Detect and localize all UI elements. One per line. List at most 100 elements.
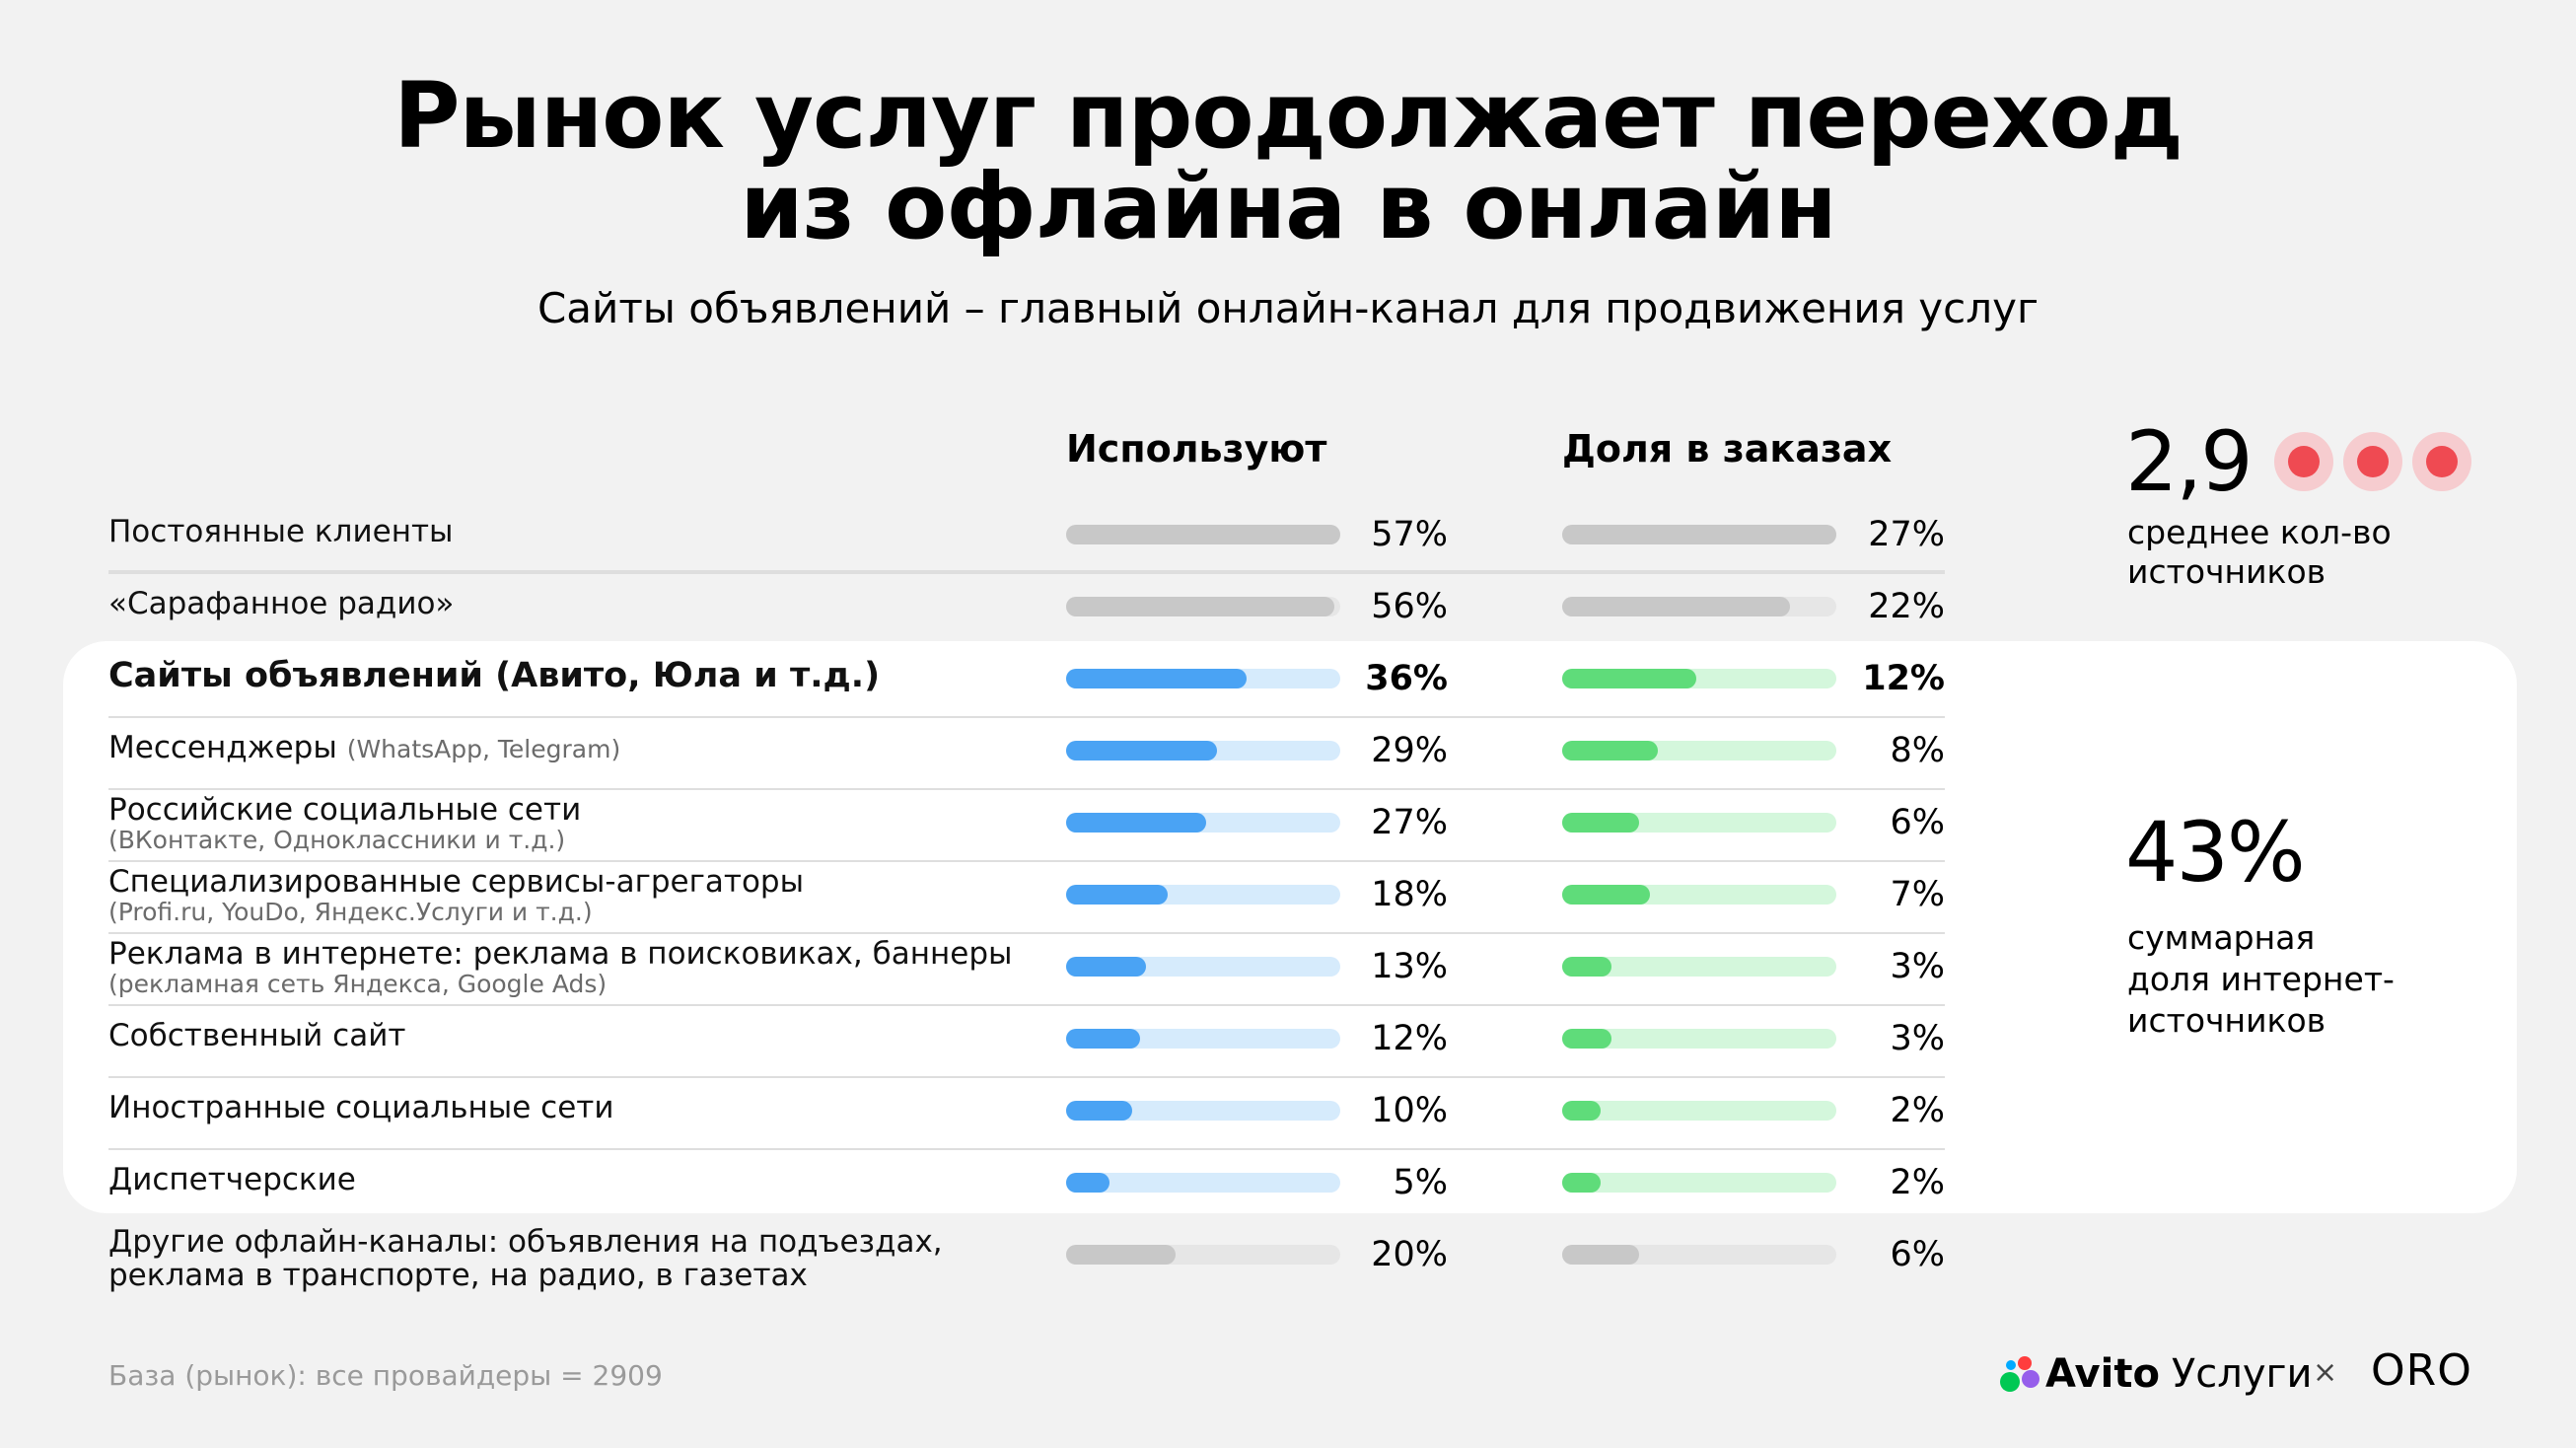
- use-percent: 18%: [1371, 875, 1448, 914]
- internet-share-value: 43%: [2125, 804, 2306, 901]
- use-percent: 27%: [1371, 803, 1448, 842]
- table-row: Мессенджеры (WhatsApp, Telegram) 29% 8%: [0, 717, 2576, 790]
- channel-label: Диспетчерские: [108, 1163, 1055, 1196]
- share-bar-track: [1562, 1029, 1836, 1049]
- channel-name-line-2: реклама в транспорте, на радио, в газета…: [108, 1258, 808, 1293]
- use-percent: 10%: [1371, 1091, 1448, 1130]
- channel-name: Иностранные социальные сети: [108, 1090, 614, 1125]
- channel-name: Специализированные сервисы-агрегаторы: [108, 864, 805, 900]
- share-bar-track: [1562, 813, 1836, 833]
- internet-caption-line-1: суммарная: [2127, 918, 2316, 957]
- row-divider: [108, 788, 1945, 790]
- table-row: Российские социальные сети (ВКонтакте, Од…: [0, 789, 2576, 862]
- channel-label: Сайты объявлений (Авито, Юла и т.д.): [108, 659, 1055, 693]
- share-percent: 6%: [1890, 803, 1945, 842]
- use-bar: [1066, 885, 1168, 905]
- row-divider: [108, 570, 1945, 572]
- channel-name: Другие офлайн-каналы: объявления на подъ…: [108, 1224, 943, 1260]
- channel-name: Диспетчерские: [108, 1162, 356, 1197]
- avg-caption-line-2: источников: [2127, 552, 2326, 591]
- use-bar: [1066, 813, 1206, 833]
- share-bar: [1562, 1173, 1601, 1193]
- use-bar-track: [1066, 669, 1340, 688]
- share-bar-track: [1562, 525, 1836, 544]
- table-row: Иностранные социальные сети 10% 2%: [0, 1077, 2576, 1150]
- avg-sources-caption: среднее кол-во источников: [2127, 513, 2453, 592]
- share-bar-track: [1562, 1101, 1836, 1121]
- use-percent: 29%: [1371, 731, 1448, 770]
- title-line-1: Рынок услуг продолжает переход: [394, 63, 2183, 169]
- use-bar-track: [1066, 1245, 1340, 1265]
- internet-share-caption: суммарная доля интернет- источников: [2127, 917, 2453, 1042]
- source-dot-icon: [2274, 432, 2333, 491]
- avg-sources-value: 2,9: [2125, 413, 2254, 510]
- share-bar: [1562, 1245, 1639, 1265]
- table-row: Реклама в интернете: реклама в поисковик…: [0, 933, 2576, 1006]
- row-divider: [108, 932, 1945, 934]
- avito-dots-icon: [2000, 1354, 2039, 1394]
- share-percent: 7%: [1890, 875, 1945, 914]
- channel-name: Постоянные клиенты: [108, 514, 454, 549]
- use-percent: 12%: [1371, 1019, 1448, 1058]
- table-row: Диспетчерские 5% 2%: [0, 1149, 2576, 1221]
- share-percent: 8%: [1890, 731, 1945, 770]
- page-title: Рынок услуг продолжает переход из офлайн…: [0, 71, 2576, 253]
- share-bar: [1562, 597, 1790, 616]
- share-percent: 22%: [1868, 587, 1945, 626]
- use-bar-track: [1066, 1173, 1340, 1193]
- table-row: Специализированные сервисы-агрегаторы (Pr…: [0, 861, 2576, 934]
- row-divider: [108, 716, 1945, 718]
- avg-caption-line-1: среднее кол-во: [2127, 513, 2392, 551]
- use-bar: [1066, 525, 1340, 544]
- share-bar: [1562, 669, 1696, 688]
- avito-services-wordmark: Услуги: [2171, 1351, 2313, 1397]
- row-divider: [108, 860, 1945, 862]
- channel-note: (ВКонтакте, Одноклассники и т.д.): [108, 826, 566, 854]
- share-bar: [1562, 957, 1611, 977]
- channel-name: «Сарафанное радио»: [108, 586, 455, 621]
- row-divider: [108, 1004, 1945, 1006]
- share-percent: 6%: [1890, 1235, 1945, 1274]
- channel-name: Сайты объявлений (Авито, Юла и т.д.): [108, 656, 881, 695]
- page-subtitle: Сайты объявлений – главный онлайн-канал …: [537, 284, 2039, 332]
- share-bar-track: [1562, 885, 1836, 905]
- channel-note: (WhatsApp, Telegram): [346, 735, 621, 763]
- use-bar: [1066, 1029, 1140, 1049]
- use-bar-track: [1066, 597, 1340, 616]
- share-percent: 12%: [1862, 659, 1945, 698]
- channel-label: Другие офлайн-каналы: объявления на подъ…: [108, 1225, 1055, 1292]
- use-bar: [1066, 1245, 1176, 1265]
- channel-name: Российские социальные сети: [108, 792, 582, 828]
- use-bar: [1066, 741, 1217, 760]
- share-bar-track: [1562, 1245, 1836, 1265]
- use-bar: [1066, 957, 1146, 977]
- oro-logo: ORO: [2371, 1345, 2472, 1396]
- share-percent: 3%: [1890, 1019, 1945, 1058]
- use-bar-track: [1066, 813, 1340, 833]
- table-row: Сайты объявлений (Авито, Юла и т.д.) 36% 1…: [0, 645, 2576, 718]
- column-header-share: Доля в заказах: [1562, 427, 1893, 471]
- internet-caption-line-2: доля интернет-: [2127, 960, 2395, 998]
- base-footnote: База (рынок): все провайдеры = 2909: [108, 1359, 663, 1392]
- use-percent: 36%: [1365, 659, 1448, 698]
- share-bar: [1562, 885, 1650, 905]
- channel-note: (рекламная сеть Яндекса, Google Ads): [108, 970, 608, 998]
- table-row: Постоянные клиенты 57% 27%: [0, 501, 2576, 574]
- row-divider: [108, 1076, 1945, 1078]
- use-bar: [1066, 669, 1247, 688]
- share-bar-track: [1562, 957, 1836, 977]
- use-bar-track: [1066, 525, 1340, 544]
- use-bar-track: [1066, 1029, 1340, 1049]
- partnership-cross: ×: [2313, 1355, 2338, 1390]
- share-bar-track: [1562, 741, 1836, 760]
- share-bar: [1562, 813, 1639, 833]
- row-divider: [108, 572, 1945, 574]
- channel-note: (Profi.ru, YouDo, Яндекс.Услуги и т.д.): [108, 898, 593, 926]
- use-percent: 20%: [1371, 1235, 1448, 1274]
- source-dot-icon: [2412, 432, 2471, 491]
- share-bar: [1562, 525, 1836, 544]
- column-header-use: Используют: [1066, 427, 1327, 471]
- channel-name: Собственный сайт: [108, 1018, 406, 1053]
- channel-label: Мессенджеры (WhatsApp, Telegram): [108, 731, 1055, 766]
- share-percent: 2%: [1890, 1163, 1945, 1202]
